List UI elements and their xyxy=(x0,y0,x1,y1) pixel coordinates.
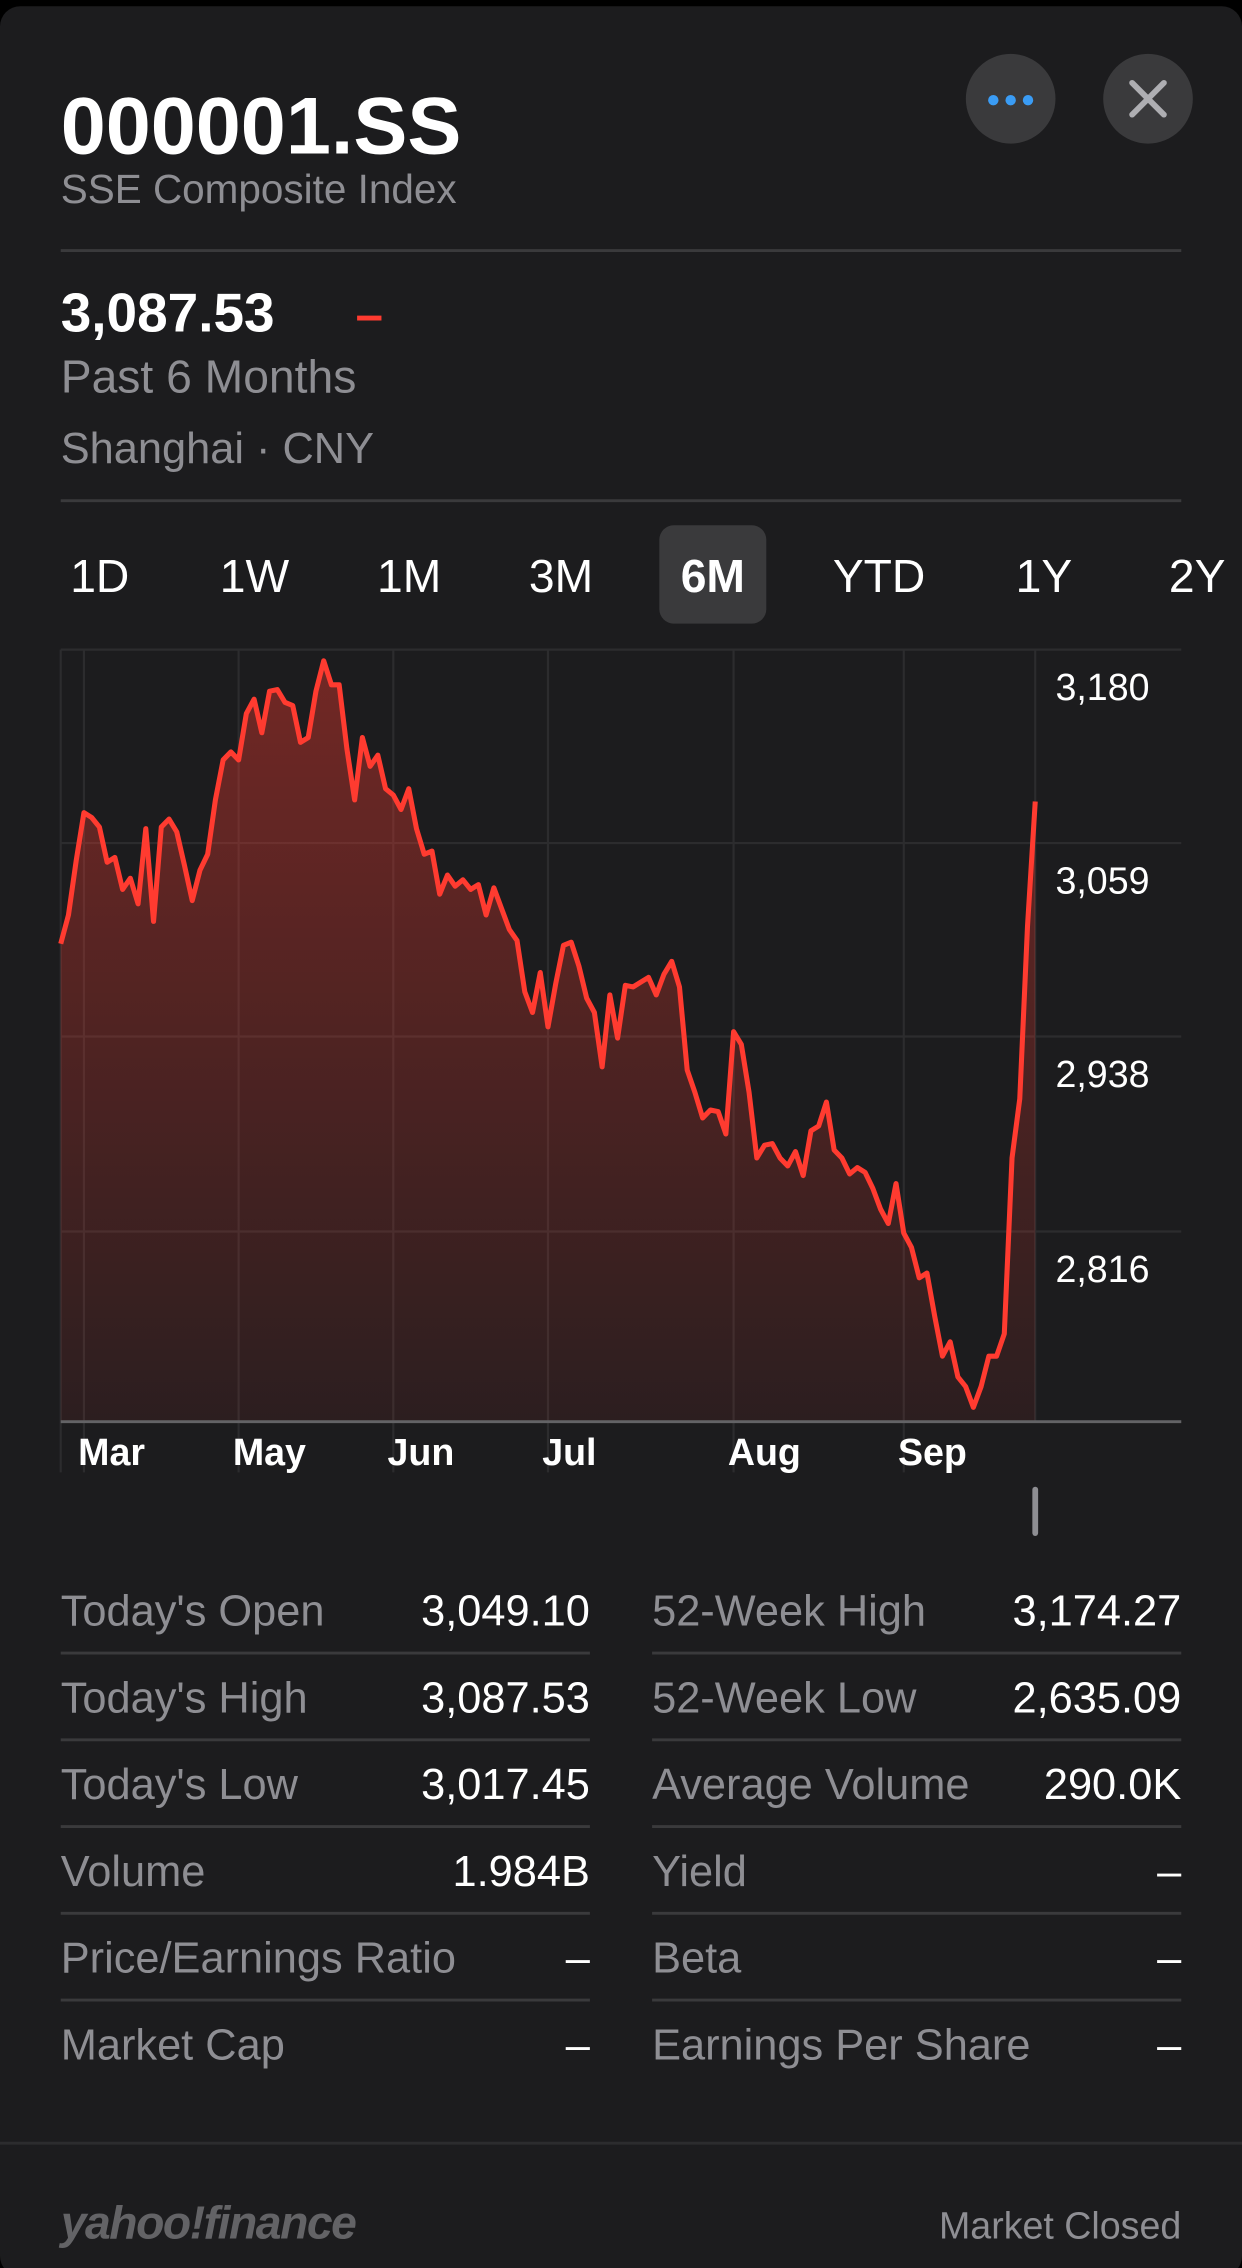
x-tick-label: Jul xyxy=(542,1431,596,1473)
stat-value: 2,635.09 xyxy=(1012,1674,1181,1722)
dot xyxy=(1005,94,1016,106)
dot xyxy=(988,94,999,106)
stat-label: Price/Earnings Ratio xyxy=(61,1935,456,1983)
selected-tab-bg[interactable] xyxy=(659,525,767,624)
range-tab[interactable]: YTD xyxy=(833,550,926,602)
close-icon xyxy=(1129,79,1167,118)
stat-value: 3,017.45 xyxy=(421,1761,590,1809)
stat-label: Today's Low xyxy=(61,1761,299,1809)
more-button[interactable] xyxy=(965,53,1056,144)
stat-value: – xyxy=(1157,1848,1182,1896)
company-name: SSE Composite Index xyxy=(61,166,457,212)
stat-label: Yield xyxy=(652,1848,747,1896)
market-status: Market Closed xyxy=(939,2205,1181,2247)
range-tab[interactable]: 1W xyxy=(220,550,290,602)
stat-value: 1.984B xyxy=(452,1848,589,1896)
stat-label: Average Volume xyxy=(652,1761,969,1809)
range-tabs: 1D 1W 1M 3M 6M YTD 1Y 2Y xyxy=(70,525,1226,624)
stat-label: 52-Week Low xyxy=(652,1674,917,1722)
stats-table: Today's Open 3,049.10 Today's High 3,087.53… xyxy=(61,1588,1182,2070)
stat-value: – xyxy=(566,1935,591,1983)
stat-label: Beta xyxy=(652,1935,742,1983)
y-tick-label: 3,059 xyxy=(1055,860,1149,902)
range-tab[interactable]: 2Y xyxy=(1169,550,1226,602)
stat-label: Volume xyxy=(61,1848,206,1896)
stat-label: Market Cap xyxy=(61,2021,285,2069)
period: Past 6 Months xyxy=(61,350,357,402)
range-tab[interactable]: 6M xyxy=(681,550,745,602)
stat-value: – xyxy=(1157,1935,1182,1983)
stat-value: – xyxy=(1157,2021,1182,2069)
x-tick-label: Sep xyxy=(898,1431,967,1473)
stat-value: 3,049.10 xyxy=(421,1588,590,1636)
y-tick-label: 2,816 xyxy=(1055,1248,1149,1290)
chart: 3,180 3,059 2,938 2,816 Mar May Jun Jul Aug Sep xyxy=(58,648,1182,1473)
stat-value: 3,087.53 xyxy=(421,1674,590,1722)
y-tick-label: 2,938 xyxy=(1055,1053,1149,1095)
close-button[interactable] xyxy=(1103,53,1193,144)
x-tick-label: May xyxy=(233,1431,306,1473)
stat-value: 290.0K xyxy=(1044,1761,1182,1809)
exchange: Shanghai · CNY xyxy=(61,425,374,473)
change: – xyxy=(356,289,383,343)
dot xyxy=(1022,94,1034,106)
range-tab[interactable]: 1M xyxy=(377,550,441,602)
stat-value: – xyxy=(566,2021,591,2069)
stat-label: Earnings Per Share xyxy=(652,2021,1030,2069)
stat-label: Today's High xyxy=(61,1674,308,1722)
stat-label: Today's Open xyxy=(61,1588,325,1636)
x-tick-label: Jun xyxy=(388,1431,455,1473)
range-tab[interactable]: 1D xyxy=(70,550,129,602)
stat-label: 52-Week High xyxy=(652,1588,926,1636)
price: 3,087.53 xyxy=(61,282,275,344)
stat-value: 3,174.27 xyxy=(1012,1588,1181,1636)
x-tick-label: Mar xyxy=(78,1431,145,1473)
range-tab[interactable]: 1Y xyxy=(1016,550,1073,602)
symbol: 000001.SS xyxy=(61,82,462,172)
range-tab[interactable]: 3M xyxy=(529,550,593,602)
line-area xyxy=(60,660,1036,1422)
price-line xyxy=(58,658,1038,1410)
brand-logo[interactable]: yahoo!finance xyxy=(59,2197,358,2249)
x-tick-label: Aug xyxy=(728,1431,801,1473)
y-tick-label: 3,180 xyxy=(1055,666,1149,708)
